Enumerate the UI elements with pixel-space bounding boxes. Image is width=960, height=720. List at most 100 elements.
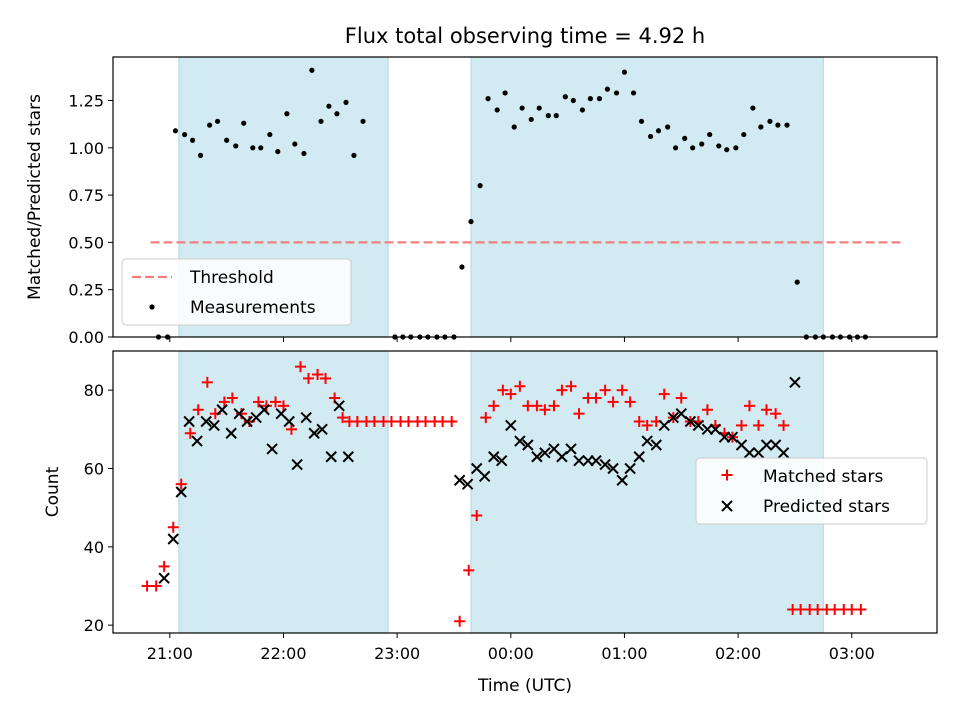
ratio-y-axis-label: Matched/Predicted stars [25, 94, 45, 300]
predicted-star-marker [325, 451, 337, 463]
predicted-star-marker [258, 404, 270, 416]
predicted-star-marker [478, 470, 491, 483]
measurement-point [459, 264, 465, 270]
x-tick-label: 21:00 [147, 644, 193, 663]
matched-star-marker [320, 372, 332, 384]
measurement-point [197, 152, 204, 158]
matched-star-marker [616, 384, 628, 396]
predicted-star-marker [200, 415, 212, 428]
matched-star-marker [175, 478, 187, 490]
measurement-point [682, 135, 688, 141]
predicted-star-marker [291, 458, 303, 471]
matched-star-marker [270, 396, 282, 408]
matched-star-marker [192, 404, 204, 416]
y-tick-label: 0.75 [68, 186, 104, 205]
predicted-star-marker [565, 443, 577, 455]
x-tick-label: 03:00 [829, 644, 875, 663]
matched-star-marker [252, 396, 264, 408]
predicted-star-marker [658, 419, 670, 432]
y-tick-label: 1.25 [68, 92, 104, 111]
measurement-point [241, 120, 247, 126]
measurement-point [511, 124, 517, 130]
measurement-point [189, 137, 196, 143]
measurement-point [672, 145, 679, 151]
measurement-point [360, 118, 366, 124]
predicted-star-marker [342, 451, 354, 463]
x-axis-label: Time (UTC) [477, 676, 572, 696]
matched-star-marker [463, 564, 475, 576]
matched-star-marker [514, 380, 526, 392]
matched-star-marker [446, 416, 458, 427]
measurement-point [485, 96, 491, 102]
matched-star-marker [150, 580, 162, 592]
predicted-star-marker [316, 423, 328, 436]
ratio-panel: 0.00 0.25 0.50 0.75 1.00 1.25 Matched/Predict… [25, 56, 938, 347]
matched-star-marker [480, 412, 492, 424]
predicted-star-marker [522, 439, 534, 451]
measurement-point [655, 128, 662, 134]
matched-star-marker [761, 404, 773, 416]
x-tick-label: 02:00 [715, 644, 761, 663]
count-legend: Matched stars Predicted stars [695, 457, 928, 525]
y-tick-label: 0.00 [68, 328, 104, 347]
predicted-star-marker [709, 423, 722, 436]
measurement-point [630, 90, 637, 96]
predicted-star-marker [495, 454, 508, 467]
observing-span [470, 56, 824, 338]
measurement-point [224, 137, 230, 143]
y-tick-label: 1.00 [68, 139, 104, 158]
matched-star-marker [295, 361, 307, 373]
matched-star-marker [565, 380, 577, 392]
measurement-point [233, 143, 239, 149]
predicted-star-marker [556, 451, 568, 463]
predicted-star-marker [283, 415, 295, 428]
measurement-point [707, 131, 713, 138]
matched-star-marker [633, 416, 645, 427]
measurement-point [621, 69, 628, 75]
measurement-point [250, 145, 256, 151]
matched-star-marker [167, 521, 179, 533]
legend-measurement-swatch [149, 304, 155, 310]
measurement-point [562, 94, 568, 100]
measurement-point [351, 152, 357, 158]
predicted-star-marker [333, 400, 345, 412]
measurement-point [301, 150, 307, 157]
count-panel-frame [112, 350, 938, 634]
measurement-point [207, 122, 213, 128]
measurement-point [784, 122, 790, 128]
matched-star-marker [701, 404, 713, 416]
predicted-star-marker [514, 435, 526, 447]
measurement-point [477, 183, 483, 189]
matched-star-marker [312, 369, 324, 380]
matched-star-marker [539, 404, 551, 416]
predicted-star-marker [453, 474, 466, 486]
ratio-legend: Threshold Measurements [121, 258, 352, 326]
measurement-point [519, 105, 525, 111]
matched-star-marker [531, 400, 543, 412]
measurement-point [647, 133, 654, 140]
y-tick-label: 0.25 [68, 281, 104, 300]
predicted-star-marker [167, 533, 179, 545]
measurement-point [638, 118, 645, 124]
measurement-point [292, 141, 298, 147]
measurement-point [275, 148, 281, 155]
predicted-star-marker [760, 439, 773, 451]
observing-span [178, 350, 389, 634]
predicted-star-marker [624, 462, 636, 475]
measurement-point [502, 90, 508, 96]
measurement-point [468, 218, 474, 225]
y-tick-label: 0.50 [68, 233, 104, 252]
matched-star-marker [675, 392, 687, 404]
predicted-star-marker [616, 474, 628, 486]
matched-star-marker [285, 423, 297, 435]
matched-star-marker [302, 372, 314, 384]
measurement-point [724, 147, 730, 153]
y-tick-label: 80 [84, 381, 104, 400]
predicted-star-marker [158, 572, 170, 584]
measurement-point [570, 97, 576, 104]
matched-star-marker [721, 469, 733, 481]
matched-star-marker [855, 604, 867, 615]
x-tick-label: 22:00 [260, 644, 306, 663]
measurement-point [794, 279, 800, 285]
predicted-star-marker [777, 447, 790, 459]
